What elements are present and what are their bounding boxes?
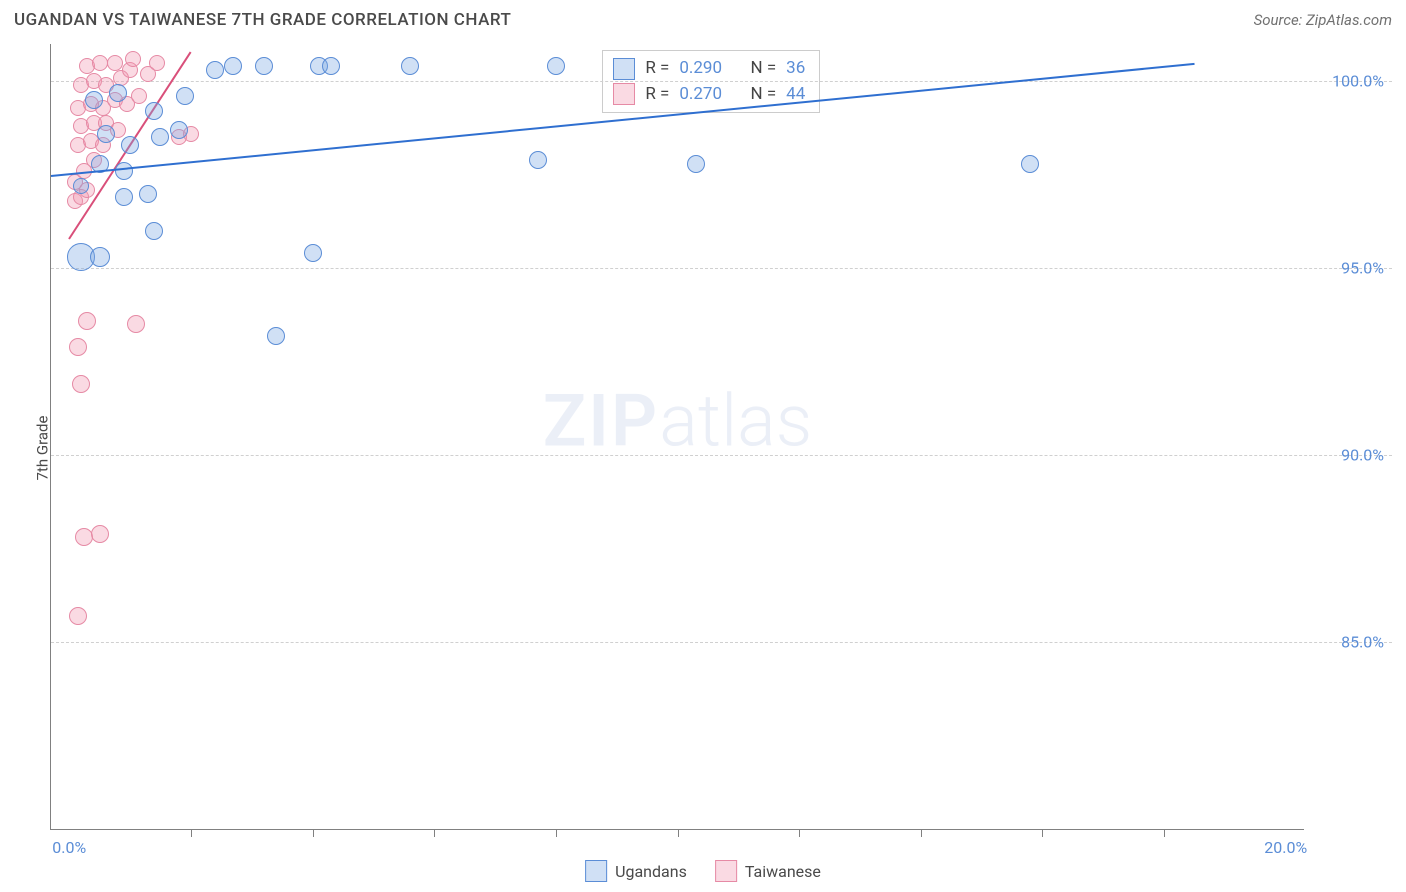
- data-point-ugandans: [547, 57, 565, 75]
- data-point-ugandans: [121, 136, 139, 154]
- data-point-taiwanese: [107, 55, 123, 71]
- watermark: ZIPatlas: [543, 378, 813, 463]
- data-point-ugandans: [304, 244, 322, 262]
- x-tick: [921, 829, 922, 837]
- x-tick: [313, 829, 314, 837]
- x-tick: [191, 829, 192, 837]
- x-tick-label: 20.0%: [1264, 838, 1307, 857]
- data-point-ugandans: [224, 57, 242, 75]
- data-point-ugandans: [145, 102, 163, 120]
- data-point-ugandans: [255, 57, 273, 75]
- data-point-taiwanese: [69, 338, 87, 356]
- data-point-ugandans: [1021, 155, 1039, 173]
- y-tick-label: 95.0%: [1312, 259, 1384, 278]
- x-tick: [556, 829, 557, 837]
- stats-row-ugandans: R = 0.290 N = 36: [613, 56, 805, 82]
- y-tick-label: 100.0%: [1312, 72, 1384, 91]
- data-point-ugandans: [109, 84, 127, 102]
- data-point-ugandans: [115, 162, 133, 180]
- gridline: [51, 455, 1392, 456]
- y-tick-label: 85.0%: [1312, 633, 1384, 652]
- data-point-ugandans: [97, 125, 115, 143]
- x-tick: [799, 829, 800, 837]
- y-tick-label: 90.0%: [1312, 446, 1384, 465]
- gridline: [51, 268, 1392, 269]
- data-point-ugandans: [267, 327, 285, 345]
- chart-area: 7th Grade ZIPatlas R = 0.290 N = 36 R = …: [14, 44, 1392, 852]
- legend-item-taiwanese: Taiwanese: [715, 860, 821, 882]
- data-point-taiwanese: [131, 88, 147, 104]
- x-tick-label: 0.0%: [52, 838, 86, 857]
- swatch-taiwanese-icon: [715, 860, 737, 882]
- chart-title: UGANDAN VS TAIWANESE 7TH GRADE CORRELATI…: [14, 10, 511, 30]
- swatch-ugandans-icon: [613, 58, 635, 80]
- data-point-ugandans: [401, 57, 419, 75]
- data-point-ugandans: [85, 91, 103, 109]
- data-point-taiwanese: [72, 375, 90, 393]
- data-point-taiwanese: [149, 55, 165, 71]
- data-point-taiwanese: [78, 312, 96, 330]
- data-point-ugandans: [322, 57, 340, 75]
- data-point-taiwanese: [69, 607, 87, 625]
- data-point-ugandans: [170, 121, 188, 139]
- data-point-ugandans: [145, 222, 163, 240]
- data-point-ugandans: [139, 185, 157, 203]
- y-axis-label: 7th Grade: [33, 416, 51, 481]
- data-point-ugandans: [206, 61, 224, 79]
- data-point-taiwanese: [127, 315, 145, 333]
- x-tick: [1042, 829, 1043, 837]
- data-point-ugandans: [529, 151, 547, 169]
- x-tick: [434, 829, 435, 837]
- swatch-ugandans-icon: [585, 860, 607, 882]
- n-value-ugandans: 36: [786, 56, 805, 82]
- plot-area: ZIPatlas R = 0.290 N = 36 R = 0.270 N = …: [50, 44, 1304, 830]
- legend-item-ugandans: Ugandans: [585, 860, 687, 882]
- r-value-taiwanese: 0.270: [679, 82, 722, 108]
- data-point-ugandans: [73, 178, 89, 194]
- data-point-ugandans: [151, 128, 169, 146]
- swatch-taiwanese-icon: [613, 83, 635, 105]
- data-point-ugandans: [115, 188, 133, 206]
- x-tick: [1164, 829, 1165, 837]
- x-tick: [678, 829, 679, 837]
- r-value-ugandans: 0.290: [679, 56, 722, 82]
- data-point-taiwanese: [125, 51, 141, 67]
- gridline: [51, 642, 1392, 643]
- data-point-ugandans: [90, 247, 110, 267]
- chart-source: Source: ZipAtlas.com: [1254, 11, 1392, 29]
- data-point-taiwanese: [92, 55, 108, 71]
- series-legend: Ugandans Taiwanese: [585, 860, 821, 882]
- data-point-ugandans: [687, 155, 705, 173]
- data-point-ugandans: [176, 87, 194, 105]
- gridline: [51, 81, 1392, 82]
- data-point-taiwanese: [91, 525, 109, 543]
